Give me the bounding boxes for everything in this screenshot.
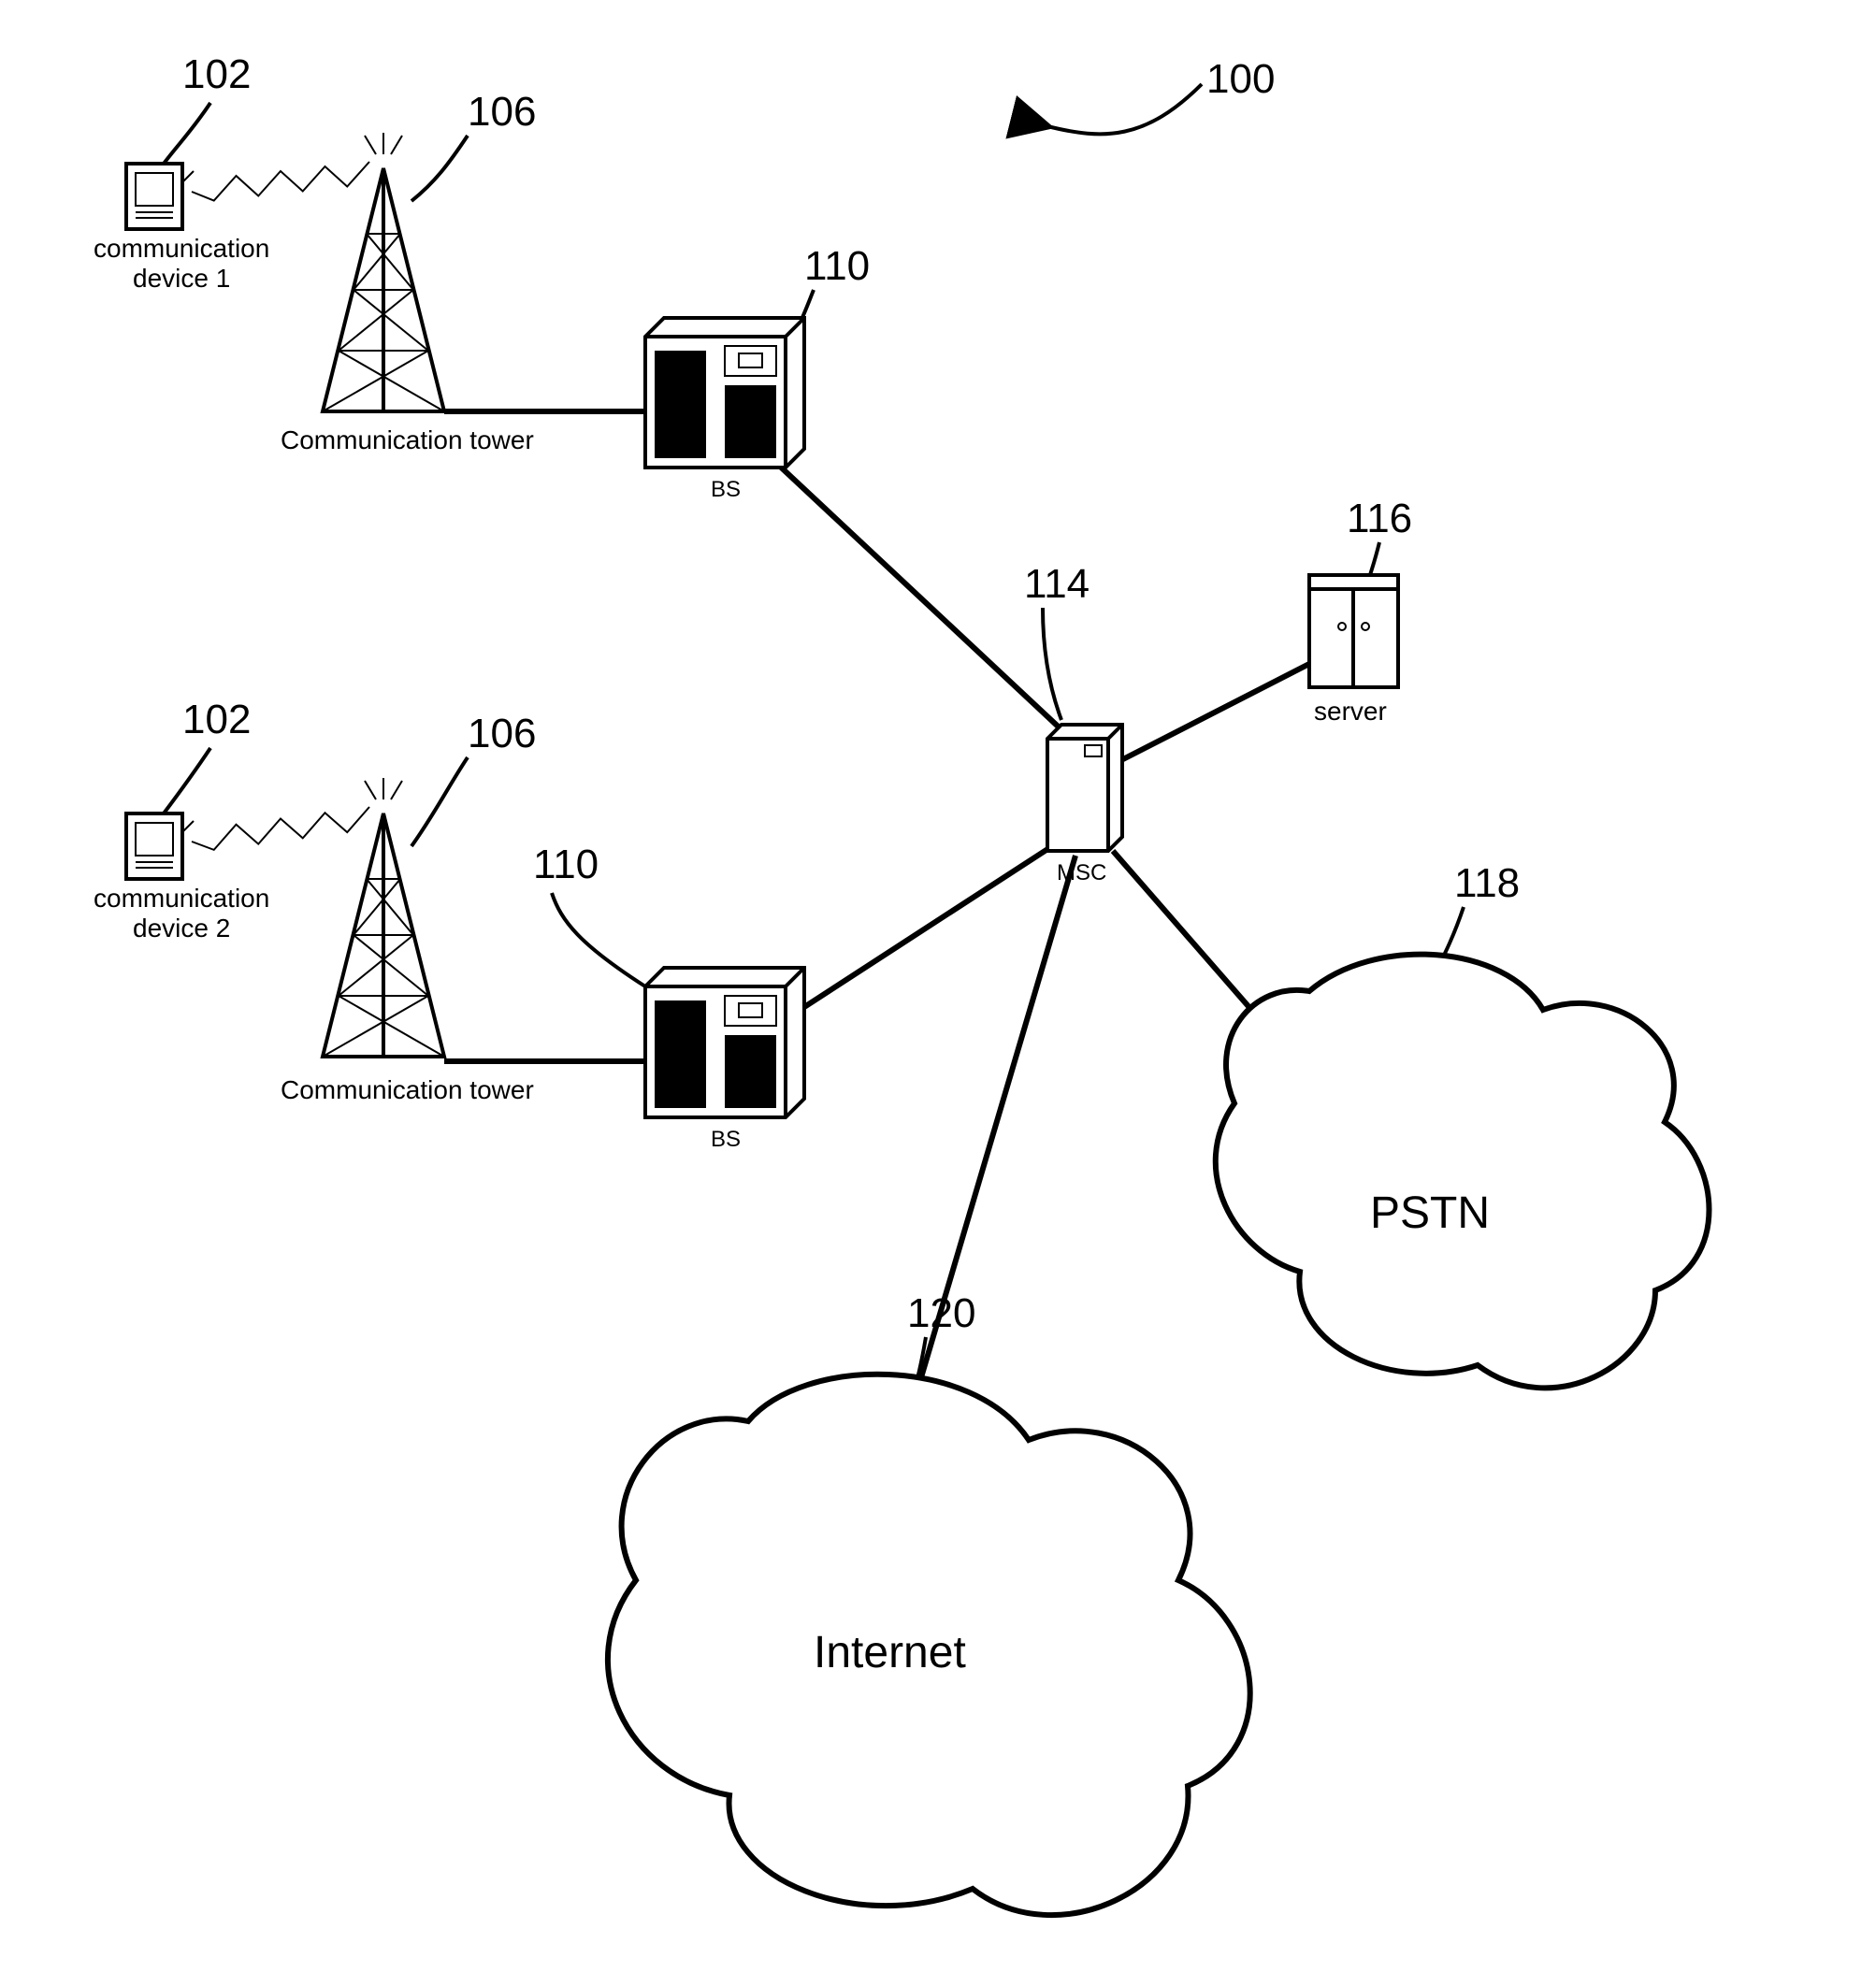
- server-icon: [1309, 575, 1398, 687]
- ref-110-b: 110: [533, 842, 599, 888]
- ref-116: 116: [1347, 496, 1412, 542]
- ref-114: 114: [1024, 561, 1090, 608]
- ref-100: 100: [1206, 56, 1275, 103]
- ref-102-a: 102: [182, 51, 251, 98]
- label-bs2: BS: [711, 1127, 741, 1153]
- ref-102-b: 102: [182, 697, 251, 743]
- device-icon: [126, 813, 194, 879]
- label-msc: MSC: [1057, 860, 1106, 886]
- bs-icon: [645, 318, 804, 468]
- ref-118: 118: [1454, 860, 1520, 907]
- edges: [444, 411, 1309, 1393]
- label-pstn: PSTN: [1370, 1188, 1490, 1239]
- diagram-canvas: 100 102 106 110 102 106 110 114 116 118 …: [0, 0, 1876, 1972]
- ref-110-a: 110: [804, 243, 870, 290]
- label-tower2: Communication tower: [281, 1075, 534, 1105]
- pstn-cloud-icon: [1216, 955, 1710, 1389]
- device-icon: [126, 164, 194, 229]
- tower-icon: [323, 133, 444, 411]
- label-device1: communication device 1: [94, 234, 269, 294]
- ref-120: 120: [907, 1290, 975, 1337]
- ref-106-a: 106: [468, 89, 536, 136]
- ref-106-b: 106: [468, 711, 536, 757]
- bs-icon: [645, 968, 804, 1117]
- label-internet: Internet: [814, 1627, 966, 1678]
- msc-icon: [1047, 725, 1122, 851]
- label-bs1: BS: [711, 477, 741, 503]
- tower-icon: [323, 778, 444, 1057]
- label-device2: communication device 2: [94, 884, 269, 943]
- label-server: server: [1314, 697, 1387, 727]
- label-tower1: Communication tower: [281, 425, 534, 455]
